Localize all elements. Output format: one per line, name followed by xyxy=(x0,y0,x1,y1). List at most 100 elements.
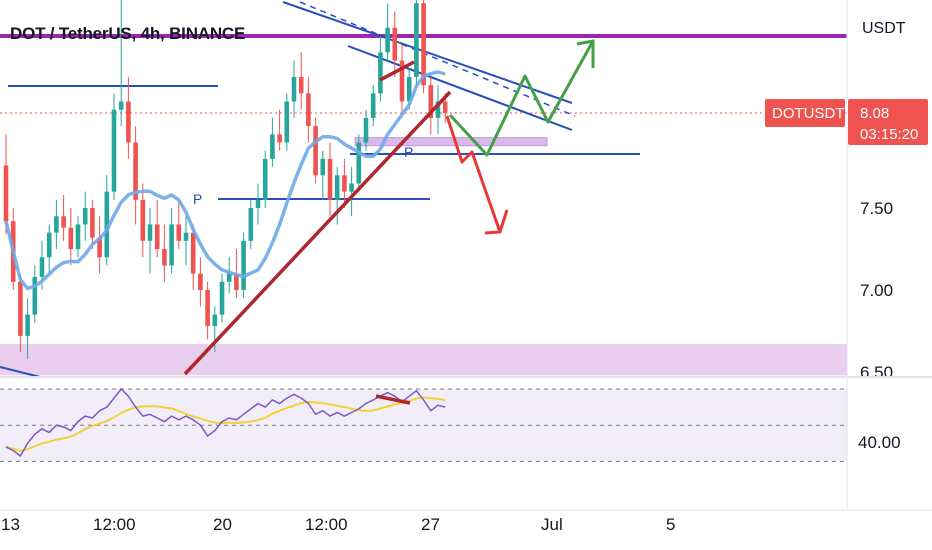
symbol-tag xyxy=(765,99,845,127)
bullish-forecast-arrowhead xyxy=(576,39,595,68)
time-axis-label: Jul xyxy=(541,515,563,534)
candle-body xyxy=(327,158,333,200)
candle-body xyxy=(25,314,30,336)
bullish-forecast-path xyxy=(448,40,595,157)
candle-body xyxy=(255,199,261,209)
current-price-tag xyxy=(848,99,928,145)
candle-body xyxy=(342,175,347,192)
candle-body xyxy=(370,93,376,118)
price-axis-tick-label: 7.50 xyxy=(860,199,893,218)
candle-body xyxy=(162,249,167,266)
symbol-tag-label: DOTUSDT xyxy=(772,105,845,122)
candle-body xyxy=(54,216,59,233)
candle-body xyxy=(104,191,110,258)
candle-body xyxy=(111,109,117,192)
candle-body xyxy=(39,257,45,277)
candle-body xyxy=(399,60,405,102)
channel-line xyxy=(0,366,41,378)
chart-title: DOT / TetherUS, 4h, BINANCE xyxy=(10,24,246,43)
candle-body xyxy=(284,101,290,143)
candle-body xyxy=(428,85,434,118)
candle-body xyxy=(118,101,124,110)
candle-body xyxy=(176,224,182,241)
candle-body xyxy=(97,237,102,258)
candle-body xyxy=(61,216,66,228)
candle-body xyxy=(406,76,412,102)
candle-body xyxy=(385,27,390,53)
moving-average-line xyxy=(4,70,446,291)
candle-body xyxy=(320,158,326,176)
candle-body xyxy=(306,93,311,127)
candle-body xyxy=(392,27,398,61)
channel-lower-line xyxy=(347,45,573,131)
channel-upper-line xyxy=(282,1,573,104)
time-axis-label: 12:00 xyxy=(305,515,348,534)
price-zone xyxy=(354,137,548,147)
candle-body xyxy=(241,240,246,291)
candle-body xyxy=(90,208,95,238)
candle-body xyxy=(277,134,282,143)
pivot-label: P xyxy=(404,144,413,160)
candle-body xyxy=(356,142,362,184)
price-axis-tick-label: 6.50 xyxy=(860,363,893,382)
candle-body xyxy=(169,224,174,266)
candle-body xyxy=(226,273,232,282)
candle-body xyxy=(147,224,153,241)
candle-body xyxy=(183,232,189,241)
current-price-value: 8.08 xyxy=(860,105,889,122)
candle-body xyxy=(75,224,81,250)
candle-body xyxy=(219,281,225,315)
rsi-pane xyxy=(0,387,847,462)
price-pane: PP xyxy=(0,0,847,378)
price-axis-tick-label: 7.00 xyxy=(860,281,893,300)
rsi-divergence-line xyxy=(375,394,411,405)
candle-body xyxy=(198,273,203,291)
candle-body xyxy=(154,224,160,250)
candle-body xyxy=(262,158,268,200)
candle-body xyxy=(291,76,297,102)
candle-body xyxy=(140,199,146,241)
candle-body xyxy=(349,183,354,192)
countdown-timer: 03:15:20 xyxy=(860,126,918,143)
time-axis-label: 20 xyxy=(213,515,232,534)
candle-body xyxy=(82,208,88,225)
candle-body xyxy=(421,3,426,86)
candle-body xyxy=(32,276,38,315)
time-axis[interactable]: 13 12:00 20 12:00 27 Jul 5 xyxy=(0,509,932,534)
candle-body xyxy=(18,281,23,336)
divergence-line xyxy=(379,60,415,82)
candle-body xyxy=(46,232,52,258)
rsi-line xyxy=(5,387,446,458)
candle-body xyxy=(363,117,369,143)
pivot-label: P xyxy=(193,191,202,207)
price-zone xyxy=(0,344,847,376)
candle-body xyxy=(234,273,239,291)
candle-body xyxy=(212,314,218,327)
candle-body xyxy=(133,142,138,200)
candle-body xyxy=(298,76,304,94)
bearish-forecast-arrowhead xyxy=(484,209,509,235)
candle-body xyxy=(190,232,196,274)
candle-body xyxy=(205,290,210,327)
candle-body xyxy=(126,101,131,143)
ascending-trendline xyxy=(183,90,452,376)
candle-body xyxy=(435,101,441,118)
price-axis[interactable]: USDT 7.50 7.00 6.50 DOTUSDT 8.08 03:15:20 40.0… xyxy=(765,0,928,510)
rsi-ma-line xyxy=(5,396,446,453)
time-axis-label: 27 xyxy=(421,515,440,534)
channel-mid-line xyxy=(299,1,576,117)
rsi-axis-tick-label: 40.00 xyxy=(858,433,901,452)
price-axis-unit: USDT xyxy=(862,20,906,37)
candle-body xyxy=(248,208,254,241)
time-axis-label: 12:00 xyxy=(93,515,136,534)
candle-body xyxy=(3,165,9,222)
candle-body xyxy=(442,101,448,113)
bearish-forecast-path xyxy=(445,115,502,233)
candle-body xyxy=(414,3,419,77)
candle-body xyxy=(334,175,340,200)
candle-body xyxy=(270,134,275,159)
candle-body xyxy=(313,126,318,176)
candle-body xyxy=(378,52,383,94)
time-axis-label: 5 xyxy=(666,515,675,534)
